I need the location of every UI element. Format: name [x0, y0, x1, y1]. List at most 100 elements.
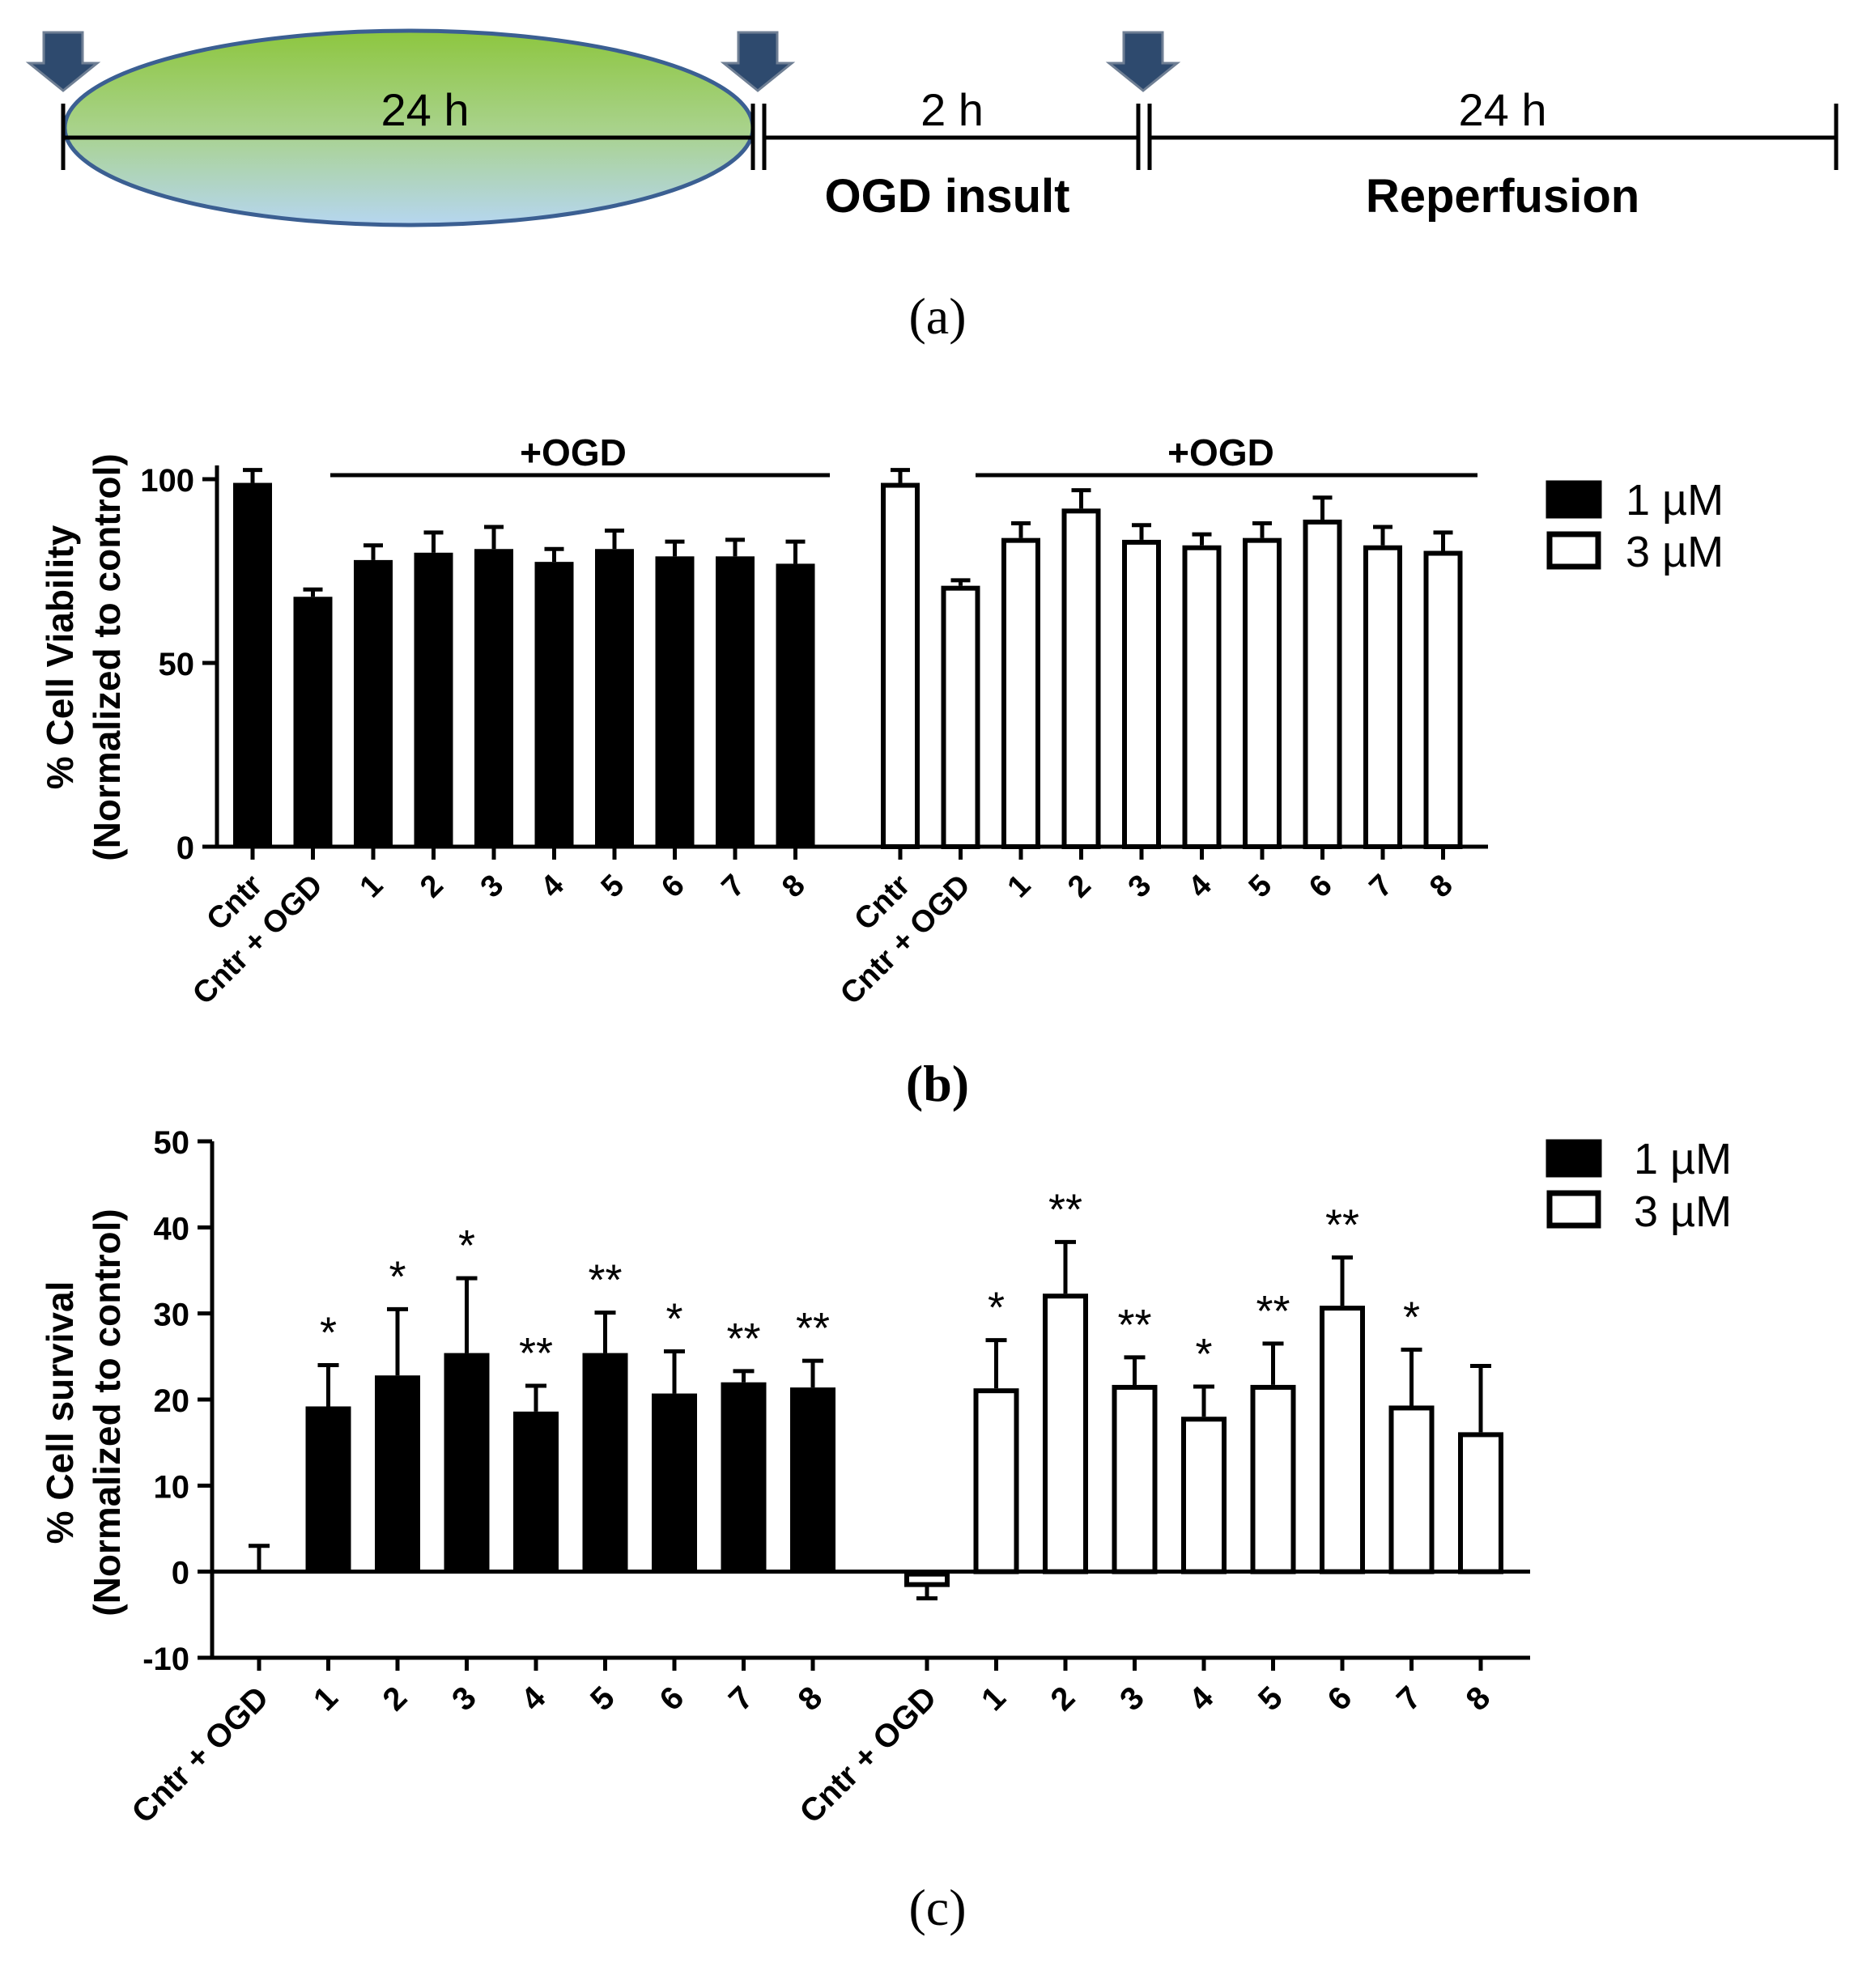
- bar: [1182, 545, 1222, 849]
- y-tick-label: 50: [159, 647, 195, 682]
- legend-label-1uM: 1 µM: [1634, 1135, 1732, 1183]
- x-tick-label: 3: [445, 1680, 483, 1718]
- bar: [1122, 539, 1161, 849]
- bar: [655, 556, 695, 847]
- bar: [293, 597, 333, 847]
- bar: [1388, 1405, 1435, 1574]
- bar: [305, 1406, 351, 1572]
- segment-duration: 2 h: [920, 84, 984, 135]
- bracket-label-1uM: +OGD: [520, 431, 627, 474]
- x-tick-label: 1: [1001, 869, 1038, 905]
- bar: [1181, 1417, 1227, 1574]
- ylabel-line2: (Normalized to control): [86, 1209, 128, 1616]
- bar: [595, 549, 634, 847]
- bar: [881, 482, 920, 849]
- caption-c: (c): [908, 1879, 966, 1936]
- x-tick-label: Cntr + OGD: [125, 1680, 275, 1830]
- x-tick-label: 1: [975, 1680, 1013, 1718]
- x-tick-label: 2: [1061, 869, 1098, 905]
- y-tick-label: 0: [176, 830, 194, 866]
- x-tick-label: 2: [414, 869, 450, 905]
- significance-marker: *: [988, 1284, 1005, 1332]
- x-tick-label: 7: [722, 1680, 760, 1718]
- y-tick-label: 20: [154, 1383, 190, 1419]
- significance-marker: *: [1195, 1330, 1212, 1378]
- segment-label: OGD insult: [825, 170, 1070, 223]
- legend-label-3uM: 3 µM: [1626, 528, 1724, 576]
- panel-c-axes: [198, 1139, 1530, 1671]
- y-tick-label: 0: [172, 1556, 189, 1591]
- significance-marker: *: [458, 1221, 475, 1270]
- bar: [904, 1571, 950, 1587]
- bar: [1001, 537, 1040, 849]
- bar: [790, 1387, 835, 1572]
- x-tick-label: 8: [776, 869, 812, 905]
- x-tick-label: 6: [1321, 1680, 1359, 1718]
- down-arrow-icon: [720, 31, 796, 92]
- segment-duration: 24 h: [381, 84, 470, 135]
- y-tick-label: 100: [140, 463, 194, 499]
- bar: [1303, 519, 1342, 849]
- bar: [534, 562, 574, 847]
- significance-marker: *: [389, 1252, 406, 1301]
- x-tick-label: 5: [1243, 869, 1279, 905]
- x-tick-label: 4: [534, 869, 571, 905]
- y-tick-label: -10: [142, 1642, 189, 1677]
- bar: [414, 552, 453, 847]
- down-arrow-icon: [25, 31, 101, 92]
- ylabel-line1: % Cell survival: [39, 1281, 81, 1544]
- x-tick-label: 8: [1460, 1680, 1498, 1718]
- bar: [776, 563, 815, 847]
- ylabel-line1: % Cell Viability: [39, 525, 81, 789]
- significance-marker: *: [665, 1294, 682, 1343]
- x-tick-label: 6: [653, 1680, 691, 1718]
- x-tick-label: 6: [655, 869, 691, 905]
- bar: [1250, 1384, 1296, 1574]
- y-tick-label: 30: [154, 1298, 190, 1333]
- x-tick-label: 7: [1390, 1680, 1428, 1718]
- x-tick-label: 7: [1363, 869, 1400, 905]
- significance-marker: **: [519, 1329, 553, 1378]
- x-tick-label: 3: [1113, 1680, 1151, 1718]
- x-tick-label: 3: [1122, 869, 1159, 905]
- bar: [233, 482, 272, 847]
- significance-marker: **: [1325, 1201, 1359, 1250]
- panel-b-ylabel: % Cell Viability (Normalized to control): [39, 453, 128, 860]
- bar: [444, 1353, 490, 1572]
- x-tick-label: 4: [1182, 869, 1218, 905]
- bar: [1112, 1384, 1158, 1574]
- significance-marker: **: [1048, 1185, 1082, 1234]
- x-tick-label: 4: [515, 1680, 553, 1718]
- legend-swatch-3uM: [1546, 1190, 1601, 1229]
- legend-swatch-3uM: [1546, 531, 1601, 570]
- bar: [513, 1411, 559, 1572]
- significance-marker: **: [588, 1256, 622, 1305]
- x-tick-label: 2: [1044, 1680, 1082, 1718]
- bar: [1363, 545, 1402, 849]
- y-tick-label: 50: [154, 1125, 190, 1161]
- bar: [474, 549, 513, 847]
- panel-b-axes: [202, 465, 1488, 860]
- bar: [1243, 537, 1282, 849]
- x-tick-label: 2: [376, 1680, 415, 1718]
- x-tick-label: 5: [584, 1680, 622, 1718]
- bar: [721, 1382, 767, 1572]
- bar: [1423, 550, 1463, 850]
- significance-marker: *: [1403, 1293, 1420, 1341]
- segment-duration: 24 h: [1459, 84, 1547, 135]
- x-tick-label: 5: [595, 869, 631, 905]
- legend-label-1uM: 1 µM: [1626, 476, 1724, 525]
- x-tick-label: 7: [716, 869, 752, 905]
- bar: [716, 556, 755, 847]
- x-tick-label: 3: [474, 869, 511, 905]
- caption-b: (b): [906, 1055, 969, 1112]
- x-tick-label: 1: [354, 869, 390, 905]
- bar: [1458, 1432, 1503, 1574]
- legend-label-3uM: 3 µM: [1634, 1187, 1732, 1236]
- bar: [1320, 1306, 1365, 1574]
- y-tick-label: 10: [154, 1469, 190, 1505]
- bar: [1061, 508, 1101, 849]
